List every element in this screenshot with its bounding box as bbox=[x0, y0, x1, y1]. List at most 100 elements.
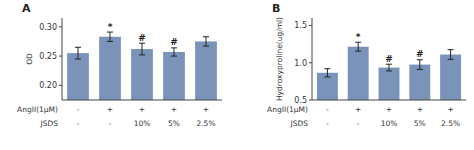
category-label: + bbox=[447, 105, 453, 114]
error-line bbox=[174, 48, 175, 56]
error-cap bbox=[417, 69, 423, 70]
tick-mark bbox=[59, 56, 62, 57]
y-axis-line bbox=[62, 18, 63, 100]
y-axis-line bbox=[312, 18, 313, 100]
error-cap bbox=[355, 42, 361, 43]
error-cap bbox=[203, 46, 209, 47]
significance-label: # bbox=[385, 54, 393, 64]
error-line bbox=[327, 69, 328, 77]
error-bar bbox=[324, 69, 330, 77]
error-cap bbox=[448, 59, 454, 60]
bar bbox=[440, 55, 461, 100]
bar bbox=[409, 65, 430, 100]
category-label: 2.5% bbox=[196, 119, 215, 128]
error-cap bbox=[171, 47, 177, 48]
error-bar bbox=[386, 64, 392, 71]
error-bar bbox=[139, 43, 145, 55]
significance-label: # bbox=[416, 49, 424, 59]
error-cap bbox=[107, 41, 113, 42]
tick-mark bbox=[309, 25, 312, 26]
bar bbox=[379, 68, 400, 100]
bar bbox=[67, 53, 89, 100]
error-cap bbox=[386, 70, 392, 71]
y-axis-label: Hydroxyproline(ug/ml) bbox=[275, 17, 284, 101]
chart: * # #0.20 0.25 0.30 OD A AngII(1μM) - + + + + JSDS - - 1… bbox=[0, 0, 474, 150]
category-label: 2.5% bbox=[441, 119, 460, 128]
row-label: JSDS bbox=[39, 119, 58, 128]
error-cap bbox=[107, 32, 113, 33]
error-line bbox=[142, 43, 143, 55]
error-cap bbox=[417, 59, 423, 60]
tick-mark bbox=[59, 85, 62, 86]
error-cap bbox=[386, 64, 392, 65]
category-label: - bbox=[326, 105, 329, 114]
tick-label: 0.20 bbox=[39, 81, 57, 90]
error-bar bbox=[448, 50, 454, 60]
panel: * # #0.5 1.0 1.5 Hydroxyproline(ug/ml) B AngII(… bbox=[267, 2, 466, 128]
category-label: + bbox=[355, 105, 361, 114]
tick-label: 0.25 bbox=[39, 52, 57, 61]
error-line bbox=[110, 32, 111, 41]
error-cap bbox=[324, 76, 330, 77]
bar bbox=[317, 73, 338, 100]
row-label: AngII(1μM) bbox=[17, 105, 58, 114]
error-cap bbox=[75, 59, 81, 60]
row-label: AngII(1μM) bbox=[267, 105, 308, 114]
tick-label: 0.5 bbox=[294, 96, 307, 105]
error-bar bbox=[203, 37, 209, 46]
bar bbox=[348, 47, 369, 100]
error-bar bbox=[355, 42, 361, 51]
category-label: 10% bbox=[381, 119, 398, 128]
category-label: 10% bbox=[134, 119, 151, 128]
bar bbox=[131, 49, 153, 100]
error-cap bbox=[203, 36, 209, 37]
significance-label: # bbox=[138, 33, 146, 43]
tick-label: 0.30 bbox=[39, 23, 57, 32]
error-bar bbox=[107, 32, 113, 41]
category-label: + bbox=[417, 105, 423, 114]
panel: *##0.200.250.30ODAAngII(1μM)-++++JSDS--1… bbox=[17, 2, 222, 128]
panel-title: A bbox=[22, 2, 31, 15]
category-label: - bbox=[109, 119, 112, 128]
error-cap bbox=[139, 54, 145, 55]
category-label: + bbox=[107, 105, 113, 114]
error-cap bbox=[355, 51, 361, 52]
category-label: 5% bbox=[168, 119, 180, 128]
error-line bbox=[206, 37, 207, 46]
plot-area bbox=[317, 42, 461, 100]
error-line bbox=[78, 47, 79, 59]
category-label: + bbox=[203, 105, 209, 114]
tick-mark bbox=[309, 62, 312, 63]
error-bar bbox=[417, 60, 423, 70]
plot-area bbox=[67, 32, 217, 100]
category-label: + bbox=[139, 105, 145, 114]
category-label: 5% bbox=[414, 119, 426, 128]
x-axis-line bbox=[312, 100, 466, 101]
error-cap bbox=[139, 43, 145, 44]
error-cap bbox=[171, 56, 177, 57]
panel-title: B bbox=[272, 2, 280, 15]
category-label: + bbox=[386, 105, 392, 114]
x-axis-line bbox=[62, 100, 222, 101]
category-label: - bbox=[77, 119, 80, 128]
category-label: - bbox=[326, 119, 329, 128]
tick-label: 1.5 bbox=[294, 21, 307, 30]
bar bbox=[99, 37, 121, 100]
error-line bbox=[419, 60, 420, 70]
tick-label: 1.0 bbox=[294, 59, 307, 68]
significance-label: * bbox=[356, 32, 361, 42]
category-label: + bbox=[171, 105, 177, 114]
row-label: JSDS bbox=[289, 119, 308, 128]
error-line bbox=[450, 50, 451, 60]
error-cap bbox=[448, 49, 454, 50]
category-label: - bbox=[357, 119, 360, 128]
significance-label: # bbox=[170, 37, 178, 47]
error-line bbox=[358, 42, 359, 51]
error-cap bbox=[75, 47, 81, 48]
error-bar bbox=[75, 47, 81, 59]
bar bbox=[195, 41, 217, 100]
category-label: - bbox=[77, 105, 80, 114]
tick-mark bbox=[309, 100, 312, 101]
bar bbox=[163, 52, 185, 100]
y-axis-label: OD bbox=[25, 53, 34, 65]
